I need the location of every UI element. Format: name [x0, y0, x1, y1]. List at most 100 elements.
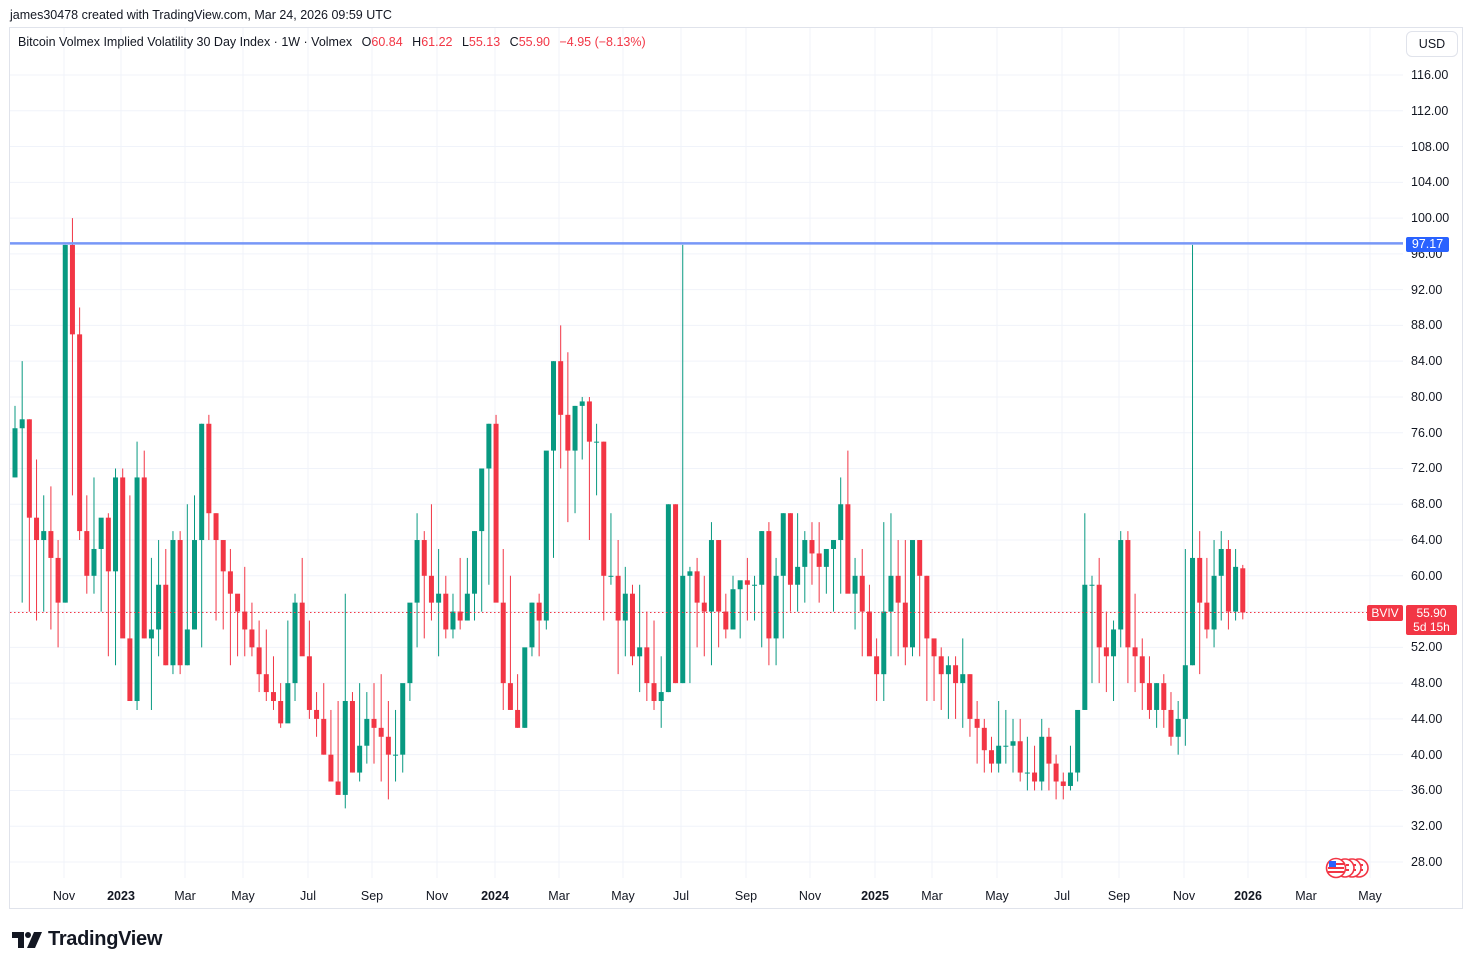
candle-body [299, 602, 305, 657]
candle-body [795, 566, 801, 585]
candle-body [687, 571, 693, 576]
time-axis-label: 2023 [107, 889, 135, 903]
candle-body [199, 423, 205, 541]
price-axis-label: 64.00 [1411, 533, 1443, 548]
time-axis-label: Nov [52, 889, 76, 903]
candle-body [780, 513, 786, 576]
candle-body [400, 683, 406, 755]
symbol-tag: BVIV [1367, 605, 1403, 621]
candle-body [1132, 647, 1138, 657]
candle-body [895, 575, 901, 603]
candle-body [665, 504, 671, 693]
candle-body [335, 781, 341, 795]
time-axis-label: Jul [673, 889, 689, 903]
candle-body [500, 602, 506, 684]
candle-body [1075, 709, 1081, 773]
candle-body [888, 575, 894, 612]
candle-body [62, 244, 68, 603]
time-axis-label: 2024 [481, 889, 509, 903]
candle-body [177, 540, 183, 666]
tradingview-logo[interactable]: TradingView [12, 928, 162, 951]
price-axis-label: 108.00 [1411, 139, 1450, 154]
candle-body [831, 540, 837, 549]
candle-body [988, 750, 994, 764]
candle-body [235, 593, 241, 612]
time-axis-label: Sep [360, 889, 384, 903]
legend-high-label: H [412, 35, 422, 49]
candle-body [105, 517, 111, 572]
candle-body [701, 602, 707, 612]
candle-body [428, 575, 434, 603]
candle-body [278, 701, 284, 724]
candle-body [773, 575, 779, 639]
candle-body [708, 540, 714, 612]
candle-body [91, 548, 97, 576]
price-axis-label: 100.00 [1411, 211, 1450, 226]
candle-body [1146, 683, 1152, 710]
candle-body [974, 718, 980, 728]
price-axis-label: 88.00 [1411, 318, 1443, 333]
candle-body [385, 736, 391, 755]
candle-body [673, 504, 679, 684]
candle-body [902, 602, 908, 648]
candle-body [1139, 656, 1145, 684]
time-axis-label: Nov [798, 889, 822, 903]
chart-credit: james30478 created with TradingView.com,… [10, 8, 392, 22]
candle-body [1010, 741, 1016, 746]
candle-body [134, 477, 140, 702]
horizontal-line-price-tag: 97.17 [1406, 237, 1449, 252]
price-axis-label: 68.00 [1411, 497, 1443, 512]
candle-body [163, 584, 169, 666]
candle-body [156, 584, 162, 630]
time-axis-label: 2025 [861, 889, 889, 903]
candle-body [306, 656, 312, 710]
candle-body [285, 683, 291, 724]
candle-body [981, 727, 987, 751]
bar-countdown: 5d 15h [1413, 620, 1450, 634]
candle-body [120, 477, 126, 639]
price-axis-label: 48.00 [1411, 676, 1443, 691]
legend-low-label: L [461, 35, 469, 49]
candle-body [1161, 683, 1167, 710]
time-axis-label: Sep [734, 889, 758, 903]
price-axis-label: 52.00 [1411, 640, 1443, 655]
logo-text: TradingView [48, 928, 163, 950]
candle-body [349, 701, 355, 773]
candle-body [586, 401, 592, 442]
candle-body [1175, 718, 1181, 737]
candle-body [859, 575, 865, 612]
time-axis-label: Mar [548, 889, 570, 903]
time-axis-label: Nov [1172, 889, 1196, 903]
candle-body [227, 571, 233, 594]
candle-body [881, 611, 887, 675]
candle-body [615, 575, 621, 621]
time-axis-label: Mar [921, 889, 943, 903]
candle-body [407, 602, 413, 684]
candle-body [996, 745, 1002, 764]
candle-body [450, 611, 456, 630]
price-axis-label: 80.00 [1411, 389, 1443, 404]
price-axis-label: 32.00 [1411, 819, 1443, 834]
legend-open-label: O [361, 35, 372, 49]
candle-body [371, 718, 377, 728]
candle-body [752, 584, 758, 586]
candle-body [529, 602, 535, 648]
candle-body [551, 361, 556, 451]
candle-body [1032, 772, 1038, 782]
candle-body [938, 656, 944, 675]
candle-body [960, 674, 966, 684]
candle-body [464, 593, 470, 621]
price-axis-label: 76.00 [1411, 425, 1443, 440]
us-flag-events-icon[interactable] [1324, 857, 1370, 879]
currency-button[interactable]: USD [1406, 31, 1458, 57]
candle-body [328, 754, 334, 782]
last-price-tag: 55.90 5d 15h [1406, 605, 1457, 635]
candle-body [192, 540, 197, 630]
candle-body [543, 450, 549, 621]
candle-body [558, 361, 564, 415]
candle-body [680, 575, 686, 684]
time-axis-label: May [611, 889, 635, 903]
candle-body [55, 557, 61, 603]
candle-body [357, 745, 363, 773]
